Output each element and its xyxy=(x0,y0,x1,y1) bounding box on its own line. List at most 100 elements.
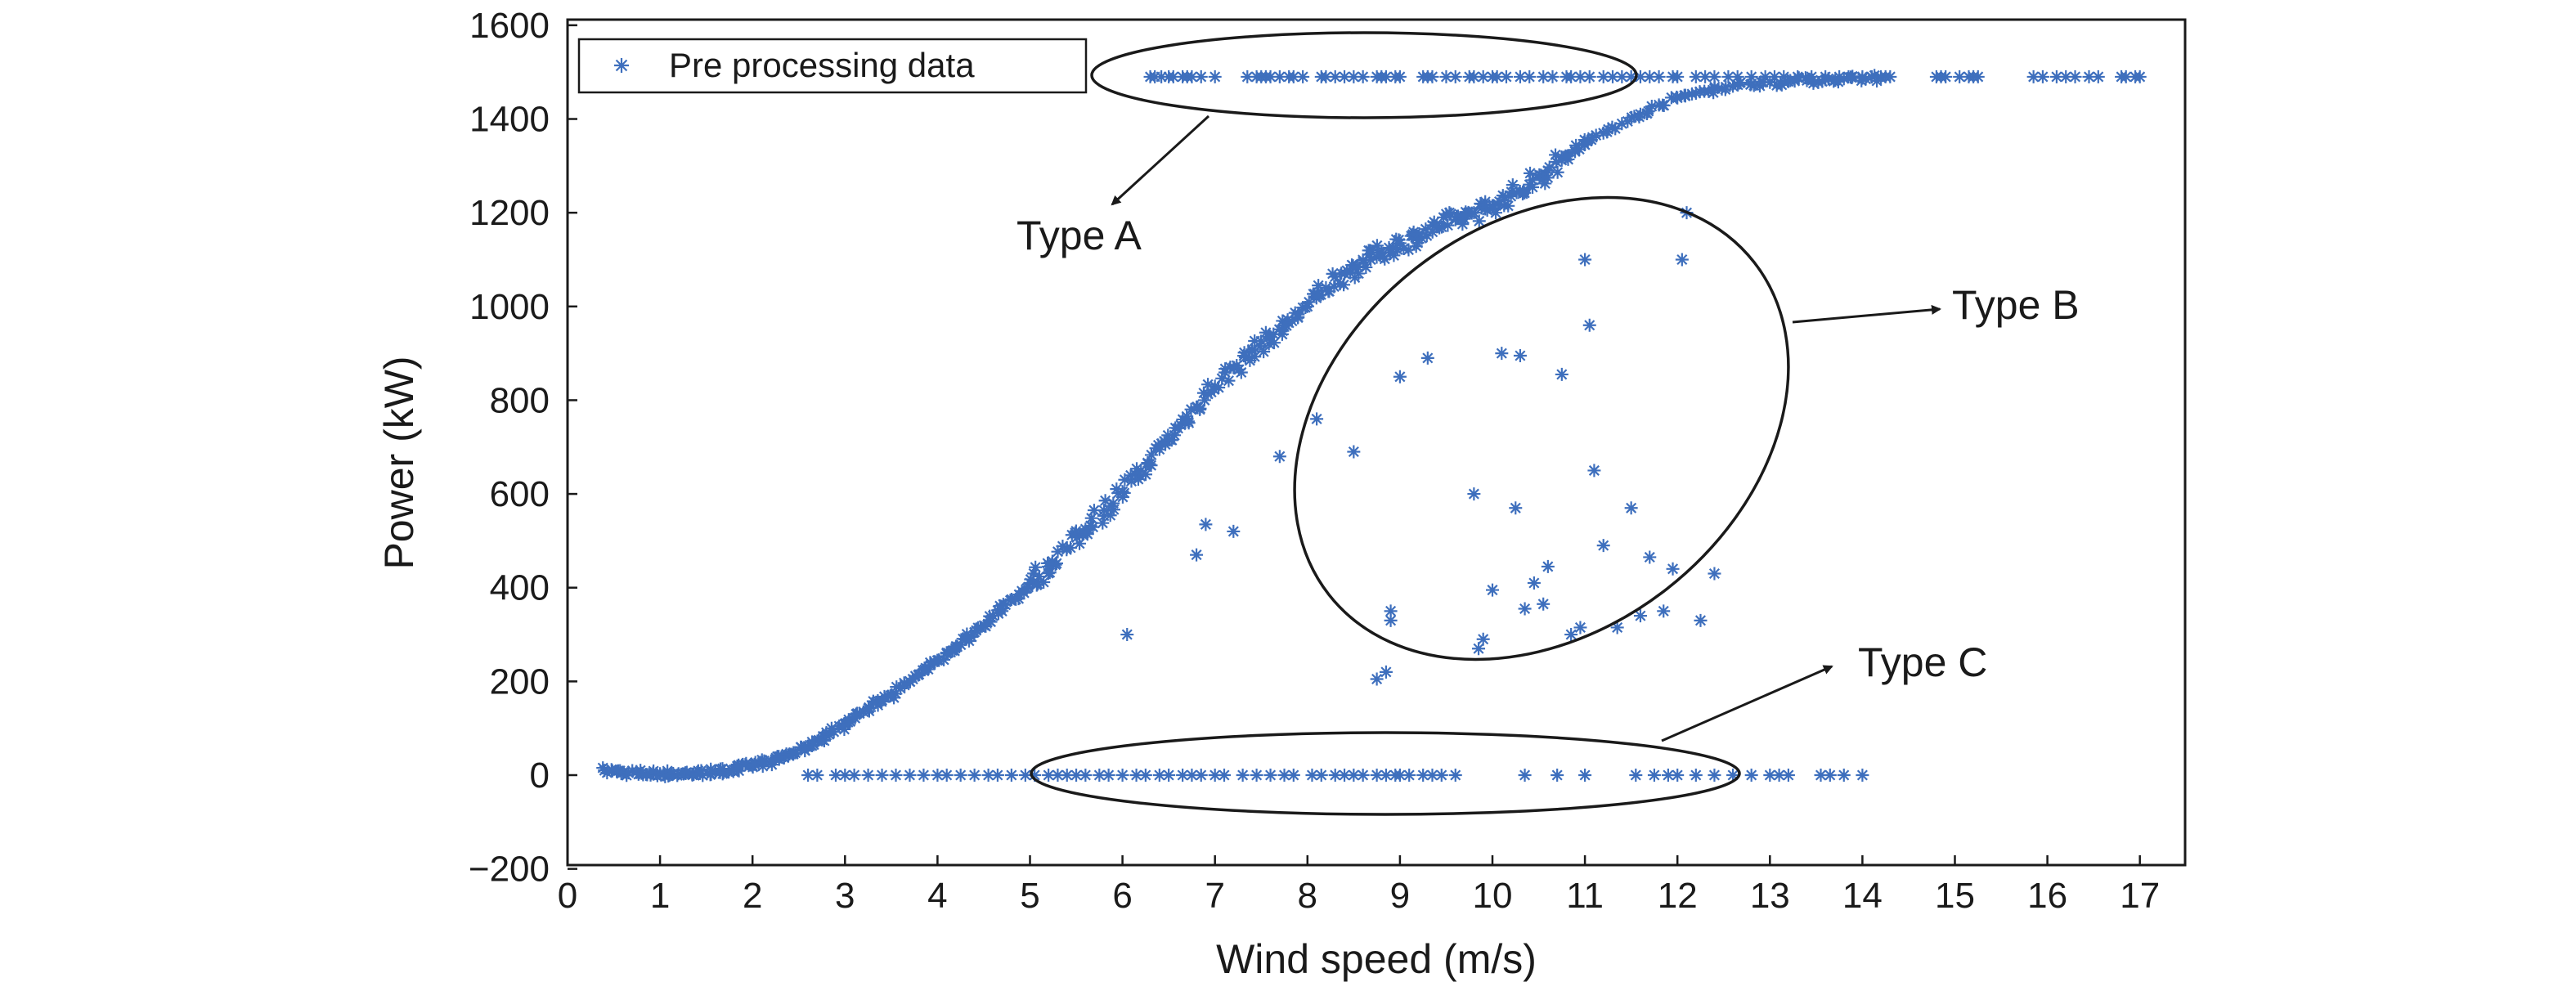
type-c-point xyxy=(1416,769,1430,782)
power-curve-point xyxy=(704,762,718,776)
power-curve-point xyxy=(696,769,710,782)
power-curve-point xyxy=(1322,285,1335,298)
type-a-point xyxy=(1356,70,1370,83)
type-a-point xyxy=(1490,70,1504,83)
power-curve-point xyxy=(1174,418,1187,432)
type-b-point xyxy=(1379,665,1393,679)
type-b-point xyxy=(1227,524,1241,538)
power-curve-point xyxy=(1467,206,1481,220)
type-b-point xyxy=(1624,501,1638,515)
power-curve-point xyxy=(1486,199,1499,213)
type-c-point xyxy=(990,769,1004,782)
type-b-point xyxy=(1578,253,1592,267)
type-b-point xyxy=(1310,412,1324,426)
power-curve-point xyxy=(1719,80,1733,94)
type-a-point xyxy=(1185,70,1199,83)
power-curve-point xyxy=(1118,473,1132,487)
annotation-type-c: Type C xyxy=(1030,639,1987,816)
type-c-point xyxy=(1277,769,1291,782)
power-curve-point xyxy=(1702,84,1716,98)
power-curve-point xyxy=(827,725,841,739)
type-c-point xyxy=(1379,769,1393,782)
power-curve-point xyxy=(1345,258,1359,272)
type-a-point xyxy=(1805,70,1819,83)
type-a-point xyxy=(1633,70,1647,83)
power-curve-point xyxy=(1212,381,1226,395)
type-c-point xyxy=(1102,769,1115,782)
power-curve-point xyxy=(1086,520,1100,534)
power-curve-point xyxy=(1656,98,1670,112)
y-tick-label: 1000 xyxy=(469,287,550,327)
type-a-point xyxy=(1499,70,1513,83)
power-curve-point xyxy=(1227,361,1241,374)
type-c-point xyxy=(903,769,917,782)
type-c-label: Type C xyxy=(1858,639,1987,685)
type-c-point xyxy=(1328,769,1342,782)
type-a-point xyxy=(1721,70,1735,83)
power-curve-point xyxy=(1097,504,1111,518)
power-curve-point xyxy=(1098,494,1112,508)
power-curve-point xyxy=(973,621,987,635)
power-curve-point xyxy=(1409,240,1423,253)
power-curve-point xyxy=(1387,249,1401,262)
power-curve-point xyxy=(1364,253,1378,267)
type-a-point xyxy=(1596,70,1610,83)
type-a-point xyxy=(2082,70,2096,83)
type-a-point xyxy=(1513,70,1527,83)
type-a-point xyxy=(2035,70,2049,83)
type-c-point xyxy=(1218,769,1232,782)
power-curve-point xyxy=(889,687,903,701)
power-curve-point xyxy=(1412,226,1426,240)
power-curve-point xyxy=(604,763,618,777)
power-curve-point xyxy=(1152,442,1166,456)
type-c-point xyxy=(875,769,889,782)
type-a-point xyxy=(1208,70,1222,83)
type-b-point xyxy=(1420,351,1434,365)
power-curve-point xyxy=(1104,499,1118,513)
power-curve-point xyxy=(1268,336,1281,350)
type-c-point xyxy=(1194,769,1208,782)
type-c-point xyxy=(1647,769,1661,782)
power-curve-point xyxy=(653,767,667,781)
type-c-ellipse xyxy=(1030,731,1741,816)
x-tick-label: 14 xyxy=(1842,876,1883,916)
power-curve-point xyxy=(1248,350,1262,364)
power-curve-point xyxy=(1506,178,1519,192)
power-curve-point xyxy=(954,638,967,652)
power-curve-point xyxy=(1155,437,1169,451)
power-curve-point xyxy=(1069,524,1083,538)
power-curve-point xyxy=(993,599,1007,613)
type-c-point xyxy=(847,769,861,782)
power-curve-point xyxy=(1181,415,1195,428)
type-c-point xyxy=(1726,769,1740,782)
type-c-point xyxy=(1152,769,1166,782)
power-curve-point xyxy=(1425,225,1439,239)
type-a-point xyxy=(2068,70,2082,83)
type-c-point xyxy=(1314,769,1328,782)
type-a-point xyxy=(1448,70,1462,83)
x-tick-label: 13 xyxy=(1750,876,1790,916)
type-c-point xyxy=(828,769,842,782)
power-curve-point xyxy=(822,728,836,742)
type-c-point xyxy=(1079,769,1093,782)
type-a-point xyxy=(1624,70,1638,83)
type-a-point xyxy=(1582,70,1596,83)
annotation-type-b: Type B xyxy=(1293,195,2080,661)
power-curve-point xyxy=(1032,570,1046,584)
power-curve-point xyxy=(965,630,979,643)
type-b-point xyxy=(1527,576,1541,590)
type-b-point xyxy=(1199,518,1213,531)
power-curve-point xyxy=(909,669,922,683)
power-curve-point xyxy=(1144,448,1158,462)
type-c-point xyxy=(1208,769,1222,782)
power-curve-point xyxy=(1645,99,1658,113)
power-curve-point xyxy=(1708,80,1721,94)
power-curve-point xyxy=(1245,344,1259,358)
type-c-point xyxy=(1402,769,1416,782)
type-c-point xyxy=(917,769,931,782)
power-curve-point xyxy=(1392,233,1406,247)
power-curve-point xyxy=(986,609,1000,623)
type-a-point xyxy=(1689,70,1703,83)
type-c-point xyxy=(1434,769,1448,782)
type-c-point xyxy=(1185,769,1199,782)
